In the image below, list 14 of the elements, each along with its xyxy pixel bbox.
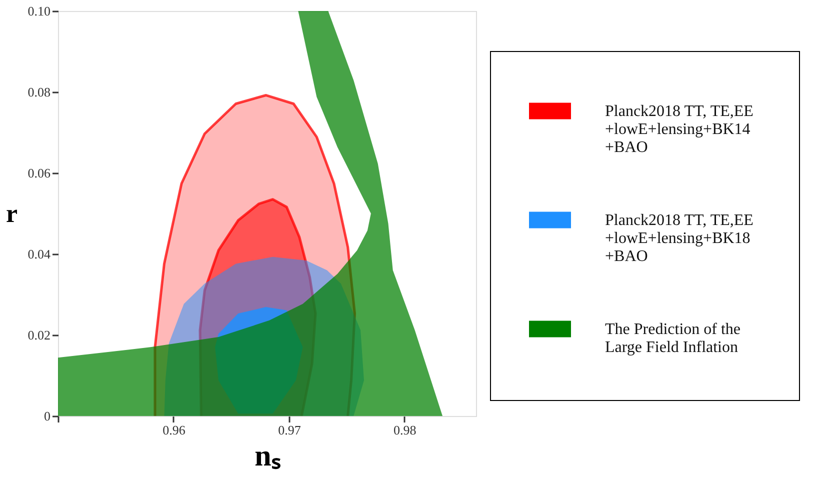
x-tick-label: 0.98 — [394, 422, 416, 438]
x-tick-label: 0.96 — [162, 422, 186, 438]
legend-label: Planck2018 TT, TE,EE +lowE+lensing+BK14 +BAO — [605, 103, 754, 156]
y-tick-label: 0.06 — [28, 166, 51, 180]
x-tick-label: 0.97 — [278, 422, 302, 438]
y-tick-label: 0.04 — [28, 246, 51, 262]
y-tick-label: 0.02 — [28, 328, 50, 342]
y-tick-label: 0 — [44, 408, 50, 424]
y-axis-title: r — [6, 199, 18, 228]
legend-label: Planck2018 TT, TE,EE +lowE+lensing+BK18 +BAO — [605, 212, 754, 265]
legend-label: The Prediction of the Large Field Inflation — [605, 321, 741, 356]
y-tick-label: 0.10 — [28, 4, 50, 18]
x-axis-title: nₛ — [254, 440, 280, 472]
y-tick-label: 0.08 — [28, 84, 50, 100]
